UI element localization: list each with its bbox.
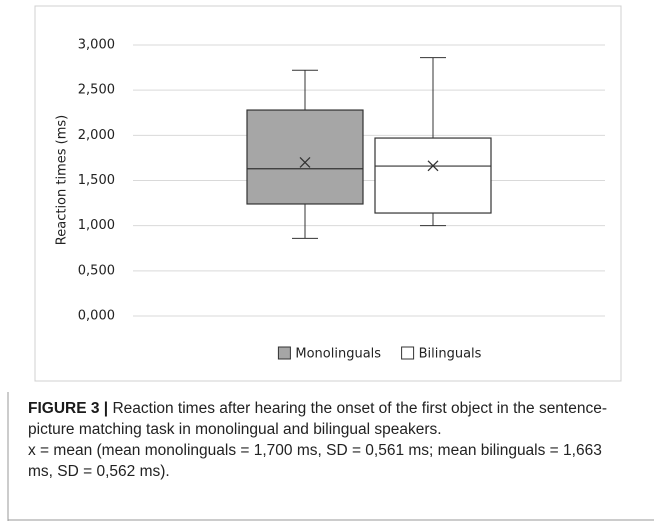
legend-label: Bilinguals [419,347,482,362]
y-tick-label: 2,500 [78,83,115,98]
y-tick-label: 0,000 [78,309,115,324]
caption-note: x = mean (mean monolinguals = 1,700 ms, … [28,442,602,480]
caption-body: Reaction times after hearing the onset o… [28,400,608,438]
legend-label: Monolinguals [295,347,381,362]
legend-swatch [277,346,291,360]
y-tick-label: 2,000 [78,128,115,143]
box [374,137,492,214]
caption-label: FIGURE 3 | [28,400,109,417]
caption-text: FIGURE 3 | Reaction times after hearing … [28,398,628,440]
y-tick-label: 1,000 [78,218,115,233]
mean-marker [299,156,311,168]
mean-marker [427,160,439,172]
y-tick-label: 3,000 [78,38,115,53]
y-axis-label: Reaction times (ms) [55,115,70,245]
box [246,109,364,205]
legend-swatch [401,346,415,360]
y-tick-label: 1,500 [78,173,115,188]
caption: FIGURE 3 | Reaction times after hearing … [28,398,628,482]
chart-frame [34,5,622,382]
y-tick-label: 0,500 [78,263,115,278]
